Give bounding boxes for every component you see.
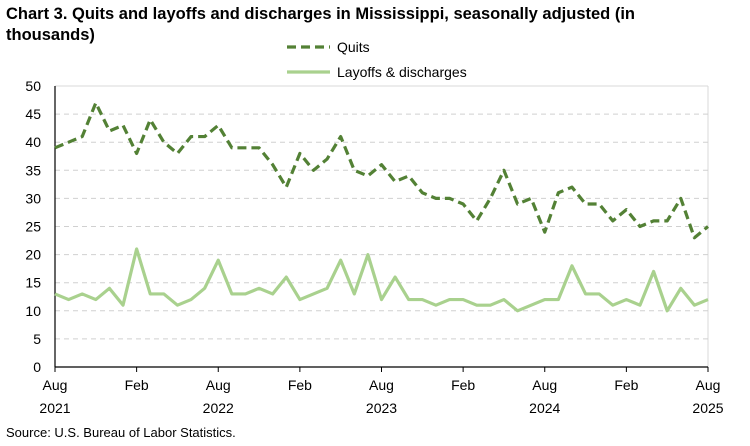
y-tick-label: 25 — [25, 219, 41, 235]
x-tick-year: 2024 — [529, 400, 560, 416]
x-tick-month: Aug — [696, 377, 721, 393]
x-tick-year: 2025 — [692, 400, 723, 416]
source-note: Source: U.S. Bureau of Labor Statistics. — [6, 425, 236, 440]
x-tick-month: Feb — [125, 377, 149, 393]
y-tick-label: 5 — [33, 331, 41, 347]
chart-title: Chart 3. Quits and layoffs and discharge… — [6, 5, 635, 44]
y-tick-label: 10 — [25, 303, 41, 319]
x-tick-month: Aug — [206, 377, 231, 393]
y-tick-label: 45 — [25, 106, 41, 122]
legend-label: Layoffs & discharges — [337, 64, 467, 80]
y-tick-label: 50 — [25, 78, 41, 94]
y-tick-label: 0 — [33, 359, 41, 375]
x-tick-month: Aug — [369, 377, 394, 393]
legend-label: Quits — [337, 39, 370, 55]
y-tick-label: 40 — [25, 134, 41, 150]
series-line-layoffs-discharges — [54, 247, 709, 313]
x-tick-month: Aug — [43, 377, 68, 393]
y-tick-label: 35 — [25, 162, 41, 178]
x-tick-month: Feb — [288, 377, 312, 393]
x-tick-year: 2022 — [203, 400, 234, 416]
x-tick-year: 2021 — [39, 400, 70, 416]
x-tick-month: Feb — [614, 377, 638, 393]
y-tick-label: 30 — [25, 190, 41, 206]
x-tick-month: Feb — [451, 377, 475, 393]
y-tick-label: 20 — [25, 247, 41, 263]
y-tick-label: 15 — [25, 275, 41, 291]
x-tick-year: 2023 — [366, 400, 397, 416]
x-tick-month: Aug — [532, 377, 557, 393]
